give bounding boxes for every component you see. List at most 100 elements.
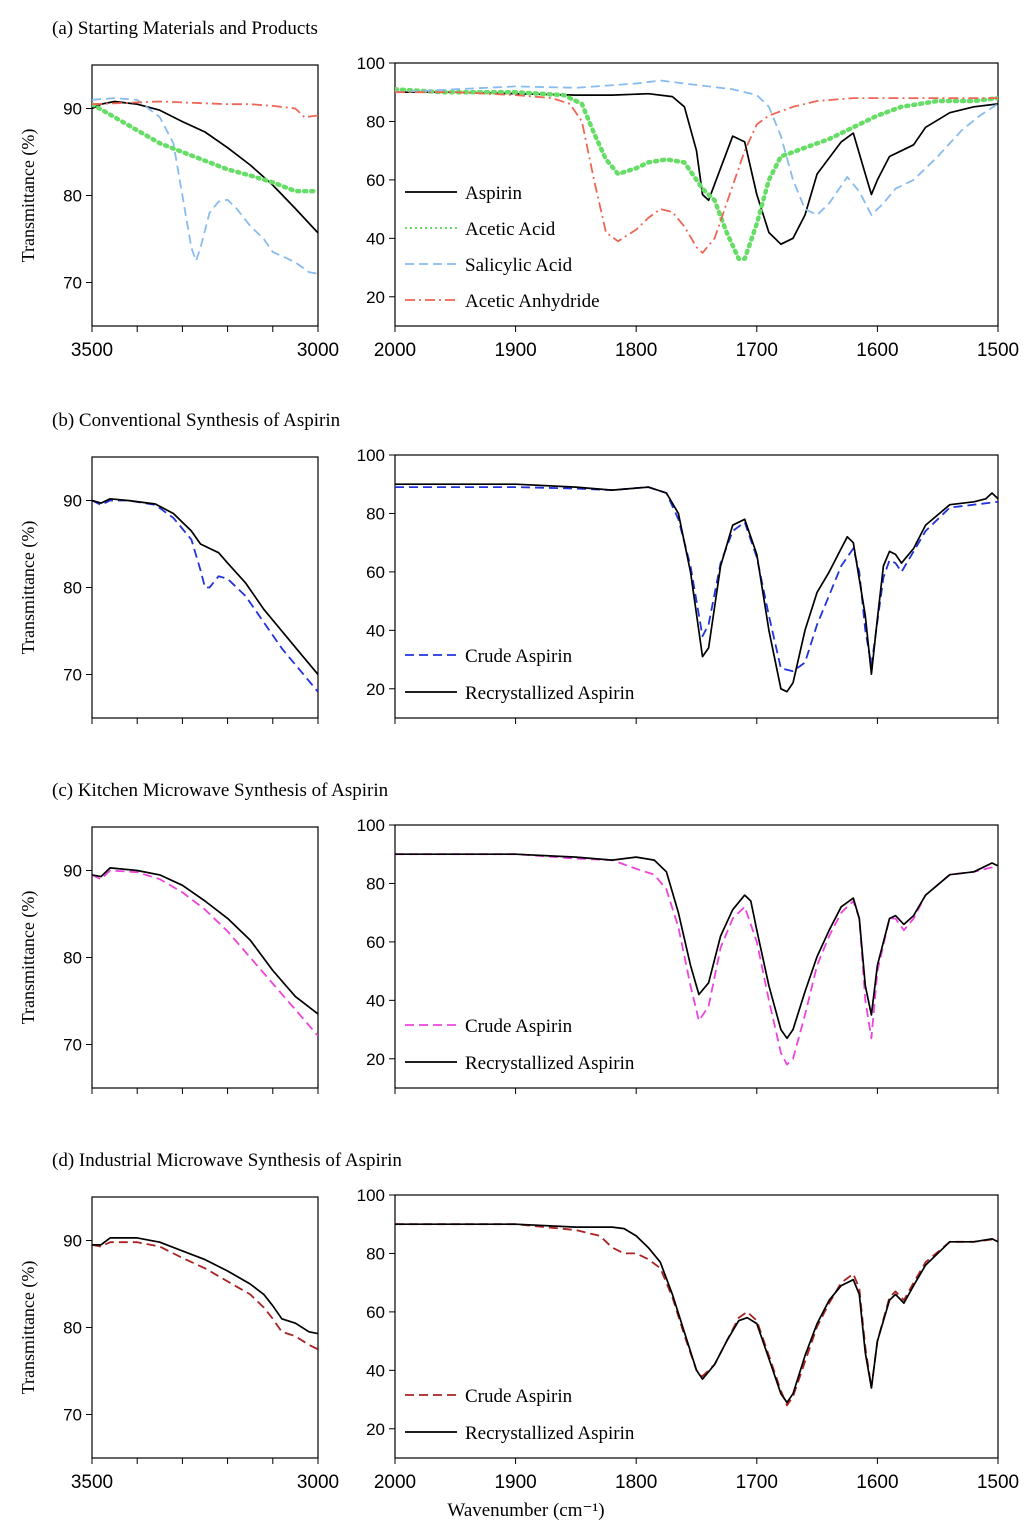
right-ytick-label: 60 <box>366 933 385 952</box>
right-xtick-label: 1600 <box>856 1472 898 1493</box>
right-ytick-label: 60 <box>366 1303 385 1322</box>
right-ytick-label: 80 <box>366 1244 385 1263</box>
series-line-right-crude-aspirin <box>395 853 998 1066</box>
right-ytick-label: 40 <box>366 229 385 248</box>
series-line-left-salicylic-acid <box>92 97 318 275</box>
left-xtick-label: 3000 <box>297 340 339 361</box>
panel-c: (c) Kitchen Microwave Synthesis of Aspir… <box>18 780 999 1094</box>
right-ytick-label: 80 <box>366 874 385 893</box>
left-ytick-label: 90 <box>63 1232 82 1251</box>
series-line-right-recrystallized-aspirin <box>395 853 998 1040</box>
right-ytick-label: 80 <box>366 112 385 131</box>
right-ytick-label: 20 <box>366 288 385 307</box>
series-line-left-recrystallized-aspirin <box>92 1237 318 1335</box>
legend-label-crude-aspirin: Crude Aspirin <box>465 1016 573 1037</box>
series-line-right-crude-aspirin <box>395 1223 998 1407</box>
left-plot-frame <box>91 826 319 1089</box>
right-xtick-label: 1900 <box>494 1472 536 1493</box>
right-ytick-label: 20 <box>366 1420 385 1439</box>
legend-label-acetic-anhydride: Acetic Anhydride <box>465 291 600 312</box>
legend-label-recrystallized-aspirin: Recrystallized Aspirin <box>465 1053 635 1074</box>
legend-label-salicylic-acid: Salicylic Acid <box>465 255 573 276</box>
right-ytick-label: 100 <box>357 446 385 465</box>
legend-label-crude-aspirin: Crude Aspirin <box>465 1386 573 1407</box>
right-xtick-label: 1900 <box>494 340 536 361</box>
legend-label-crude-aspirin: Crude Aspirin <box>465 646 573 667</box>
right-ytick-label: 100 <box>357 816 385 835</box>
right-ytick-label: 40 <box>366 1361 385 1380</box>
right-ytick-label: 60 <box>366 171 385 190</box>
left-plot-frame <box>91 456 319 719</box>
y-axis-label: Transmittance (%) <box>18 891 39 1025</box>
x-axis-label: Wavenumber (cm⁻¹) <box>447 1500 604 1521</box>
legend-label-recrystallized-aspirin: Recrystallized Aspirin <box>465 683 635 704</box>
right-xtick-label: 1600 <box>856 340 898 361</box>
right-xtick-label: 1500 <box>977 340 1019 361</box>
right-ytick-label: 20 <box>366 680 385 699</box>
y-axis-label: Transmittance (%) <box>18 1261 39 1395</box>
legend-label-aspirin: Aspirin <box>465 183 523 204</box>
series-line-left-acetic-anhydride <box>92 100 318 119</box>
left-ytick-label: 80 <box>63 1319 82 1338</box>
right-xtick-label: 1700 <box>736 340 778 361</box>
panel-title: (b) Conventional Synthesis of Aspirin <box>52 410 341 431</box>
series-line-right-recrystallized-aspirin <box>395 1223 998 1404</box>
legend-label-recrystallized-aspirin: Recrystallized Aspirin <box>465 1423 635 1444</box>
y-axis-label: Transmittance (%) <box>18 521 39 655</box>
right-xtick-label: 1800 <box>615 1472 657 1493</box>
left-ytick-label: 70 <box>63 1036 82 1055</box>
left-plot-frame <box>91 1196 319 1459</box>
series-line-right-acetic-acid <box>395 87 998 262</box>
panel-title: (c) Kitchen Microwave Synthesis of Aspir… <box>52 780 389 801</box>
left-ytick-label: 90 <box>63 100 82 119</box>
right-plot-frame <box>394 62 999 327</box>
series-line-right-acetic-anhydride <box>395 91 998 254</box>
left-ytick-label: 70 <box>63 666 82 685</box>
left-plot-frame <box>91 64 319 327</box>
right-plot-frame <box>394 824 999 1089</box>
series-line-right-recrystallized-aspirin <box>395 483 998 693</box>
series-line-right-aspirin <box>395 91 998 246</box>
panel-b: (b) Conventional Synthesis of Aspirin 70 8… <box>18 410 999 724</box>
series-line-right-crude-aspirin <box>395 486 998 673</box>
left-ytick-label: 80 <box>63 949 82 968</box>
right-ytick-label: 20 <box>366 1050 385 1069</box>
right-plot-frame <box>394 1194 999 1459</box>
right-ytick-label: 40 <box>366 991 385 1010</box>
right-ytick-label: 100 <box>357 1186 385 1205</box>
right-xtick-label: 2000 <box>374 340 416 361</box>
right-xtick-label: 1800 <box>615 340 657 361</box>
series-line-left-acetic-acid <box>92 101 318 194</box>
right-xtick-label: 2000 <box>374 1472 416 1493</box>
panel-title: (a) Starting Materials and Products <box>52 18 318 39</box>
series-line-left-crude-aspirin <box>92 1241 318 1351</box>
series-line-left-crude-aspirin <box>92 869 318 1037</box>
panel-d: (d) Industrial Microwave Synthesis of As… <box>18 1150 1019 1521</box>
left-xtick-label: 3000 <box>297 1472 339 1493</box>
series-line-left-crude-aspirin <box>92 499 318 693</box>
right-plot-frame <box>394 454 999 719</box>
panel-a: (a) Starting Materials and Products 70 80 9… <box>18 18 1019 361</box>
right-ytick-label: 80 <box>366 504 385 523</box>
left-ytick-label: 90 <box>63 492 82 511</box>
series-line-left-aspirin <box>92 100 318 234</box>
left-xtick-label: 3500 <box>71 1472 113 1493</box>
series-line-right-salicylic-acid <box>395 79 998 216</box>
series-line-left-recrystallized-aspirin <box>92 867 318 1015</box>
right-ytick-label: 60 <box>366 563 385 582</box>
left-ytick-label: 90 <box>63 862 82 881</box>
series-line-left-recrystallized-aspirin <box>92 497 318 676</box>
y-axis-label: Transmittance (%) <box>18 129 39 263</box>
left-ytick-label: 80 <box>63 187 82 206</box>
right-ytick-label: 40 <box>366 621 385 640</box>
right-ytick-label: 100 <box>357 54 385 73</box>
right-xtick-label: 1700 <box>736 1472 778 1493</box>
legend-label-acetic-acid: Acetic Acid <box>465 219 556 240</box>
panel-title: (d) Industrial Microwave Synthesis of As… <box>52 1150 402 1171</box>
left-ytick-label: 70 <box>63 274 82 293</box>
left-ytick-label: 70 <box>63 1406 82 1425</box>
left-xtick-label: 3500 <box>71 340 113 361</box>
left-ytick-label: 80 <box>63 579 82 598</box>
right-xtick-label: 1500 <box>977 1472 1019 1493</box>
